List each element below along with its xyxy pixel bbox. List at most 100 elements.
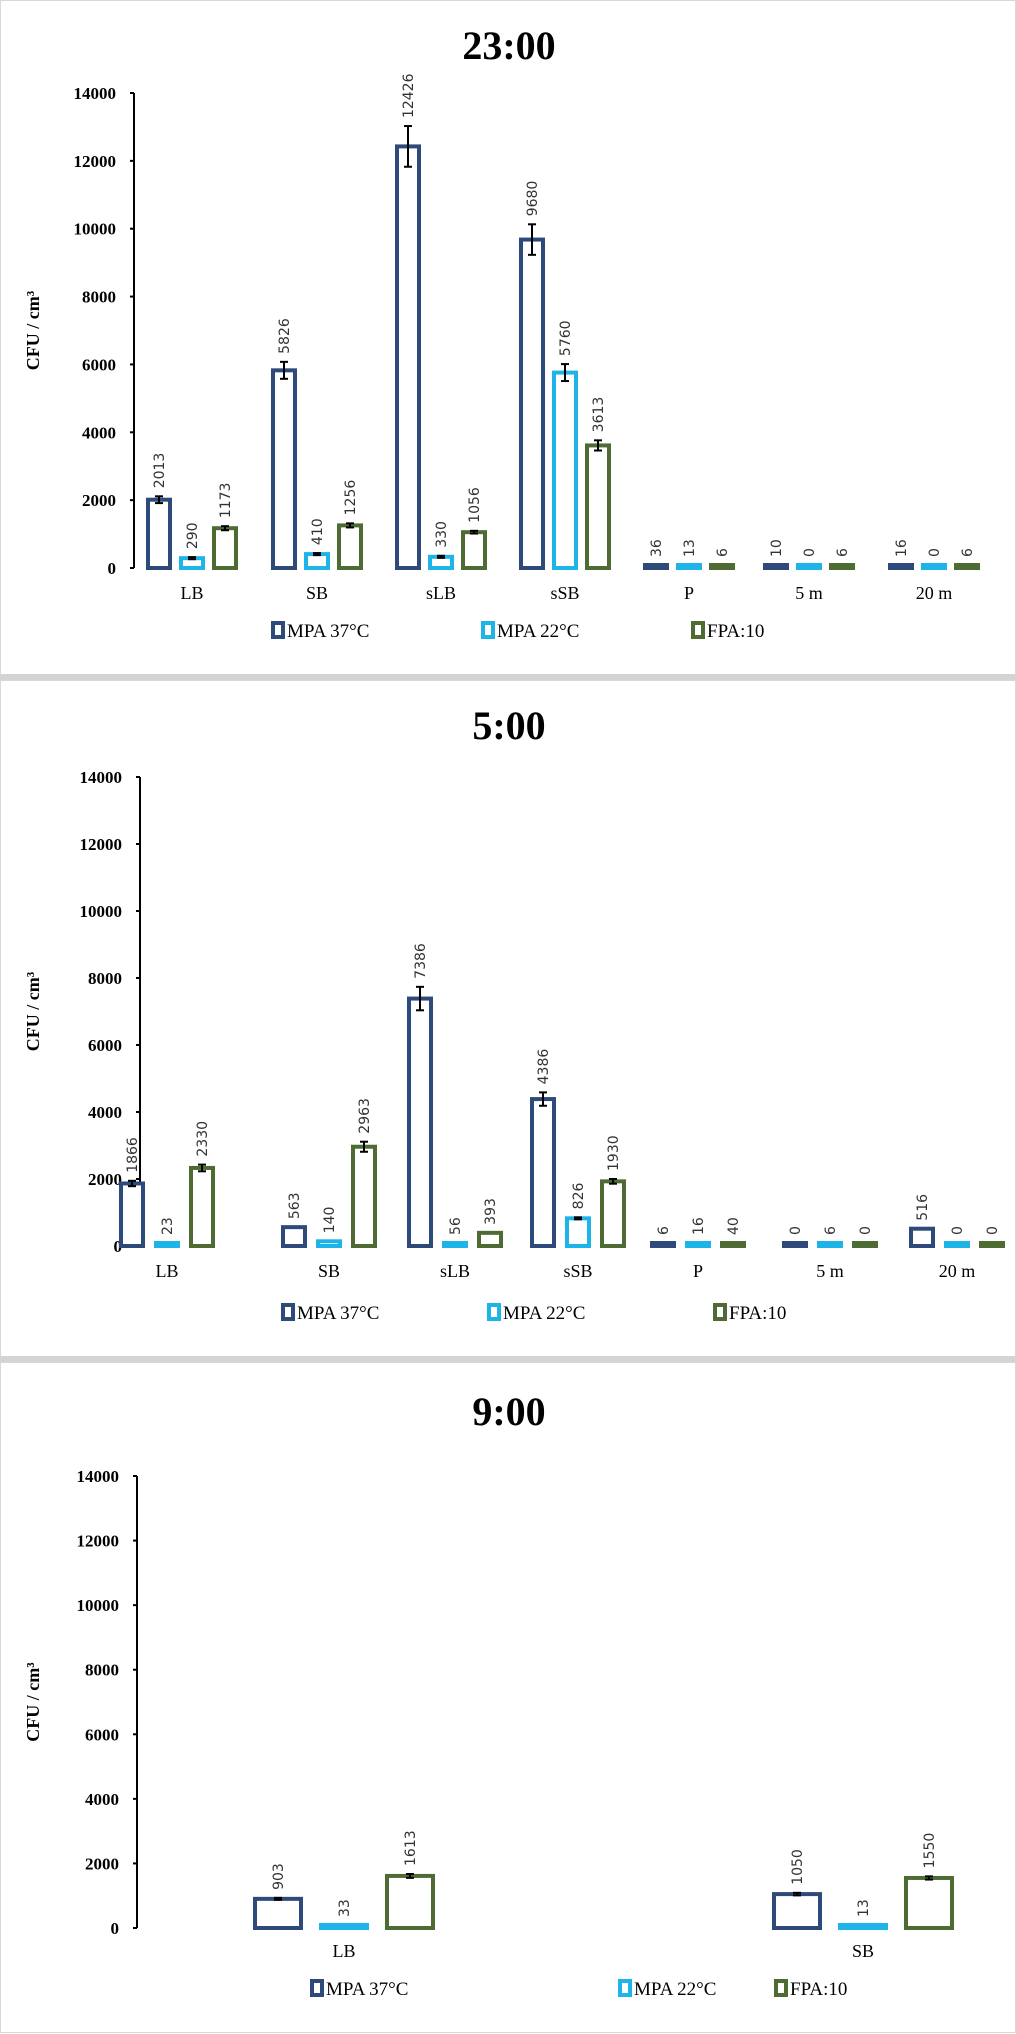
legend-swatch bbox=[774, 1979, 788, 1997]
y-tick-label: 0 bbox=[111, 1919, 120, 1938]
data-label: 0 bbox=[802, 548, 818, 557]
y-tick-label: 12000 bbox=[74, 152, 117, 171]
data-label: 56 bbox=[448, 1217, 464, 1235]
bar-fpa-10 bbox=[852, 1241, 878, 1248]
y-tick-label: 14000 bbox=[74, 84, 117, 103]
data-label: 0 bbox=[950, 1226, 966, 1235]
bar-mpa-37-c bbox=[530, 1097, 556, 1248]
y-tick-label: 6000 bbox=[82, 355, 116, 374]
legend-label: MPA 22°C bbox=[503, 1303, 585, 1324]
data-label: 1930 bbox=[606, 1135, 622, 1171]
bar-fpa-10 bbox=[954, 563, 980, 570]
y-tick-label: 12000 bbox=[77, 1532, 120, 1551]
bar-mpa-22-c bbox=[552, 370, 578, 571]
bar-mpa-22-c bbox=[921, 563, 947, 570]
y-tick-label: 0 bbox=[114, 1237, 123, 1256]
y-tick-label: 14000 bbox=[80, 768, 123, 787]
bar-mpa-37-c bbox=[253, 1896, 303, 1931]
y-tick-label: 2000 bbox=[88, 1170, 122, 1189]
chart-23-00: 23:00 0 2000 4000 6000 8000 10000 12000 14000 CFU… bbox=[23, 23, 980, 642]
chart-title: 9:00 bbox=[472, 1389, 545, 1434]
data-label: 10 bbox=[769, 539, 785, 557]
data-label: 393 bbox=[483, 1198, 499, 1225]
bar-mpa-37-c bbox=[772, 1892, 822, 1930]
chart-5-00: 5:0002000400060008000100001200014000CFU … bbox=[23, 703, 1005, 1324]
y-axis-label: CFU / cm³ bbox=[23, 1662, 43, 1742]
legend-label: MPA 22°C bbox=[497, 621, 579, 642]
data-label: 1866 bbox=[125, 1137, 141, 1173]
legend-label: MPA 37°C bbox=[287, 621, 369, 642]
bar-mpa-37-c bbox=[782, 1241, 808, 1248]
bar-mpa-37-c bbox=[146, 497, 172, 570]
bar-fpa-10 bbox=[720, 1241, 746, 1248]
x-category-label: sSB bbox=[563, 1261, 592, 1281]
y-tick-label: 8000 bbox=[85, 1661, 119, 1680]
legend-label: FPA:10 bbox=[790, 1979, 847, 2000]
y-axis-label: CFU / cm³ bbox=[23, 971, 43, 1051]
data-label: 1056 bbox=[467, 487, 483, 523]
bar-mpa-22-c bbox=[676, 563, 702, 570]
bar-fpa-10 bbox=[829, 563, 855, 570]
data-label: 6 bbox=[823, 1226, 839, 1235]
y-tick-label: 10000 bbox=[74, 220, 117, 239]
y-axis-label: CFU / cm³ bbox=[23, 290, 43, 370]
bar-mpa-37-c bbox=[650, 1241, 676, 1248]
data-label: 903 bbox=[271, 1863, 287, 1890]
y-tick-label: 6000 bbox=[88, 1036, 122, 1055]
bar-fpa-10 bbox=[189, 1165, 215, 1249]
x-category-label: 20 m bbox=[939, 1261, 976, 1281]
y-tick-label: 6000 bbox=[85, 1725, 119, 1744]
bar-mpa-22-c bbox=[565, 1216, 591, 1248]
y-tick-label: 10000 bbox=[77, 1596, 120, 1615]
y-tick-label: 10000 bbox=[80, 902, 123, 921]
x-category-label: 5 m bbox=[795, 583, 823, 603]
data-label: 16 bbox=[691, 1217, 707, 1235]
bar-mpa-37-c bbox=[519, 237, 545, 570]
chart-panel-3: 9:00 0 2000 4000 6000 8000 10000 12000 14000 CFU … bbox=[0, 1362, 1016, 2033]
data-label: 33 bbox=[337, 1899, 353, 1917]
bar-fpa-10 bbox=[461, 530, 487, 571]
panel-divider bbox=[0, 674, 1016, 680]
bar-mpa-22-c bbox=[304, 552, 330, 571]
data-label: 516 bbox=[915, 1194, 931, 1221]
bar-fpa-10 bbox=[477, 1230, 503, 1248]
y-tick-label: 4000 bbox=[85, 1790, 119, 1809]
bar-mpa-37-c bbox=[909, 1226, 935, 1248]
data-label: 2013 bbox=[152, 453, 168, 489]
data-label: 410 bbox=[310, 518, 326, 545]
legend-label: MPA 37°C bbox=[326, 1979, 408, 2000]
chart-panel-2: 5:00 0 2000 4000 6000 8000 10000 12000 14000 CFU … bbox=[0, 680, 1016, 1358]
data-label: 23 bbox=[160, 1217, 176, 1235]
bar-fpa-10 bbox=[212, 526, 238, 570]
data-label: 1050 bbox=[790, 1849, 806, 1885]
data-label: 1550 bbox=[922, 1833, 938, 1869]
bar-fpa-10 bbox=[979, 1241, 1005, 1248]
data-label: 13 bbox=[682, 539, 698, 557]
bar-mpa-37-c bbox=[119, 1181, 145, 1249]
x-category-label: 5 m bbox=[816, 1261, 844, 1281]
data-label: 5826 bbox=[277, 318, 293, 354]
panel-divider bbox=[0, 1356, 1016, 1362]
x-category-label: P bbox=[693, 1261, 703, 1281]
data-label: 6 bbox=[656, 1226, 672, 1235]
bar-mpa-22-c bbox=[796, 563, 822, 570]
data-label: 6 bbox=[960, 548, 976, 557]
data-label: 6 bbox=[715, 548, 731, 557]
data-label: 0 bbox=[927, 548, 943, 557]
y-tick-label: 8000 bbox=[82, 288, 116, 307]
legend-swatch bbox=[618, 1979, 632, 1997]
data-label: 0 bbox=[985, 1226, 1001, 1235]
data-label: 0 bbox=[788, 1226, 804, 1235]
chart-panel-1: 23:00 0 2000 4000 6000 8000 10000 12000 14000 CFU… bbox=[0, 0, 1016, 676]
y-tick-label: 14000 bbox=[77, 1467, 120, 1486]
bar-fpa-10 bbox=[585, 443, 611, 571]
data-label: 9680 bbox=[525, 181, 541, 217]
data-label: 330 bbox=[434, 521, 450, 548]
data-label: 3613 bbox=[591, 397, 607, 433]
bar-mpa-37-c bbox=[395, 144, 421, 570]
y-tick-label: 2000 bbox=[85, 1854, 119, 1873]
legend-label: FPA:10 bbox=[707, 621, 764, 642]
bar-mpa-37-c bbox=[407, 996, 433, 1248]
y-tick-label: 0 bbox=[108, 559, 117, 578]
y-tick-label: 8000 bbox=[88, 969, 122, 988]
